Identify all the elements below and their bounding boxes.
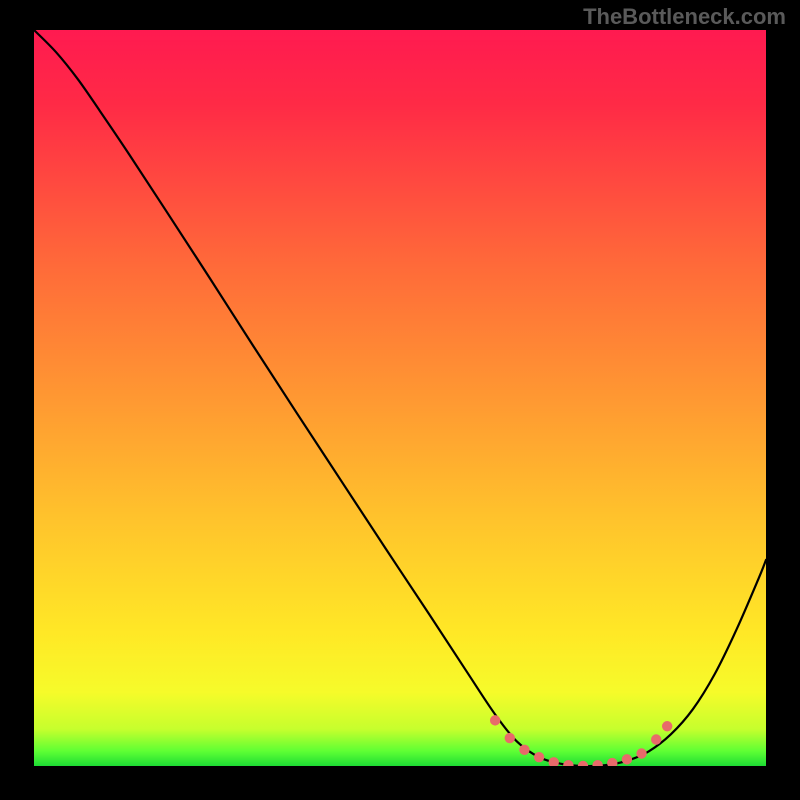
bottleneck-curve: [34, 30, 766, 766]
chart-frame: TheBottleneck.com: [0, 0, 800, 800]
curve-marker: [490, 715, 500, 725]
curve-marker: [607, 758, 617, 766]
curve-marker: [592, 760, 602, 766]
plot-area: [34, 30, 766, 766]
curve-marker: [636, 748, 646, 758]
curve-marker: [505, 733, 515, 743]
watermark-text: TheBottleneck.com: [583, 4, 786, 30]
curve-layer: [34, 30, 766, 766]
curve-marker: [578, 761, 588, 766]
curve-marker: [651, 734, 661, 744]
curve-marker: [534, 752, 544, 762]
curve-marker: [563, 760, 573, 766]
curve-marker: [622, 754, 632, 764]
curve-marker: [662, 721, 672, 731]
curve-marker: [549, 757, 559, 766]
curve-marker: [519, 745, 529, 755]
